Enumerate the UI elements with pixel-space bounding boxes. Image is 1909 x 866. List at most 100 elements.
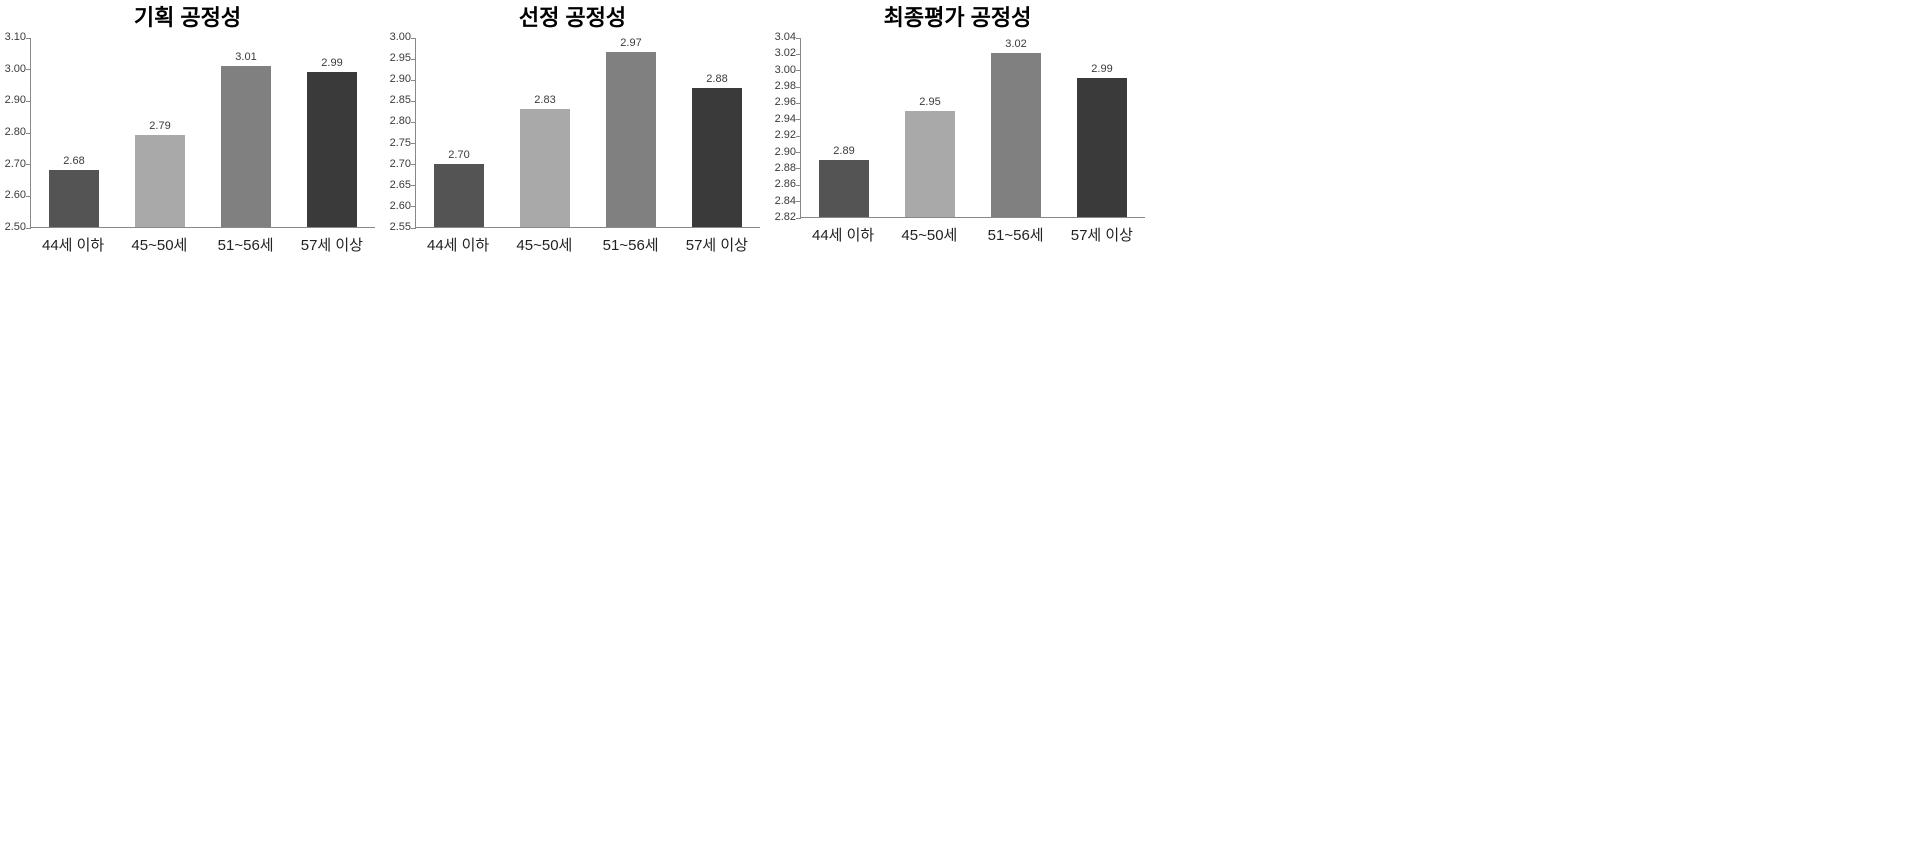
bar-value-label: 2.83: [534, 95, 555, 106]
chart-body: 3.103.002.902.802.702.602.502.682.793.01…: [0, 38, 375, 255]
y-tick-label: 2.86: [775, 179, 796, 190]
chart-selection-fairness: 선정 공정성 3.00 2.95 2.90 2.85 2.80 2.75 2.70 2.65 2.…: [385, 0, 760, 255]
bar-value-label: 2.89: [833, 146, 854, 157]
bar-slot: 2.99: [1059, 38, 1145, 217]
bar: [221, 66, 271, 228]
bar-slot: 2.97: [588, 38, 674, 227]
bar-slot: 2.79: [117, 38, 203, 227]
bar-slot: 2.70: [416, 38, 502, 227]
y-tick-label: 2.88: [775, 163, 796, 174]
y-tick-label: 2.65: [390, 180, 411, 191]
y-tick-label: 2.80: [390, 116, 411, 127]
bar: [905, 111, 955, 217]
bar: [606, 52, 656, 227]
plot-area: 2.68 2.79 3.01 2.99: [30, 38, 375, 228]
bar-value-label: 2.79: [149, 121, 170, 132]
y-tick-mark: [796, 218, 801, 219]
bar-value-label: 2.99: [321, 58, 342, 69]
y-axis: 3.002.952.902.852.802.752.702.652.602.55: [385, 38, 415, 228]
chart-body: 3.043.023.002.982.962.942.922.902.882.86…: [770, 38, 1145, 245]
bar: [434, 164, 484, 227]
bar-slot: 2.68: [31, 38, 117, 227]
x-axis-labels: 44세 이하45~50세51~56세57세 이상: [30, 234, 375, 255]
bar-slot: 2.95: [887, 38, 973, 217]
chart-planning-fairness: 기획 공정성3.103.002.902.802.702.602.502.682.…: [0, 0, 375, 255]
y-tick-label: 2.85: [390, 95, 411, 106]
bar: [692, 88, 742, 227]
x-label: 51~56세: [973, 224, 1059, 245]
y-tick-label: 2.50: [5, 222, 26, 233]
x-label: 51~56세: [588, 234, 674, 255]
chart-title: 기획 공정성: [134, 0, 241, 32]
x-label: 45~50세: [501, 234, 587, 255]
bar-value-label: 2.70: [448, 150, 469, 161]
bar: [49, 170, 99, 227]
plot-area: 2.89 2.95 3.02 2.99: [800, 38, 1145, 218]
y-tick-label: 2.95: [390, 53, 411, 64]
plot-area: 2.70 2.83 2.97 2.88: [415, 38, 760, 228]
bar: [819, 160, 869, 217]
bar-value-label: 2.95: [919, 97, 940, 108]
bar: [520, 109, 570, 227]
chart-body: 3.002.952.902.852.802.752.702.652.602.55…: [385, 38, 760, 255]
y-tick-label: 3.02: [775, 48, 796, 59]
bar: [307, 72, 357, 227]
y-tick-label: 3.00: [775, 65, 796, 76]
page: 기획 공정성3.103.002.902.802.702.602.502.682.…: [0, 0, 1909, 866]
y-tick-label: 3.04: [775, 32, 796, 43]
y-tick-label: 2.84: [775, 196, 796, 207]
bar-slot: 2.99: [289, 38, 375, 227]
plot-wrap: 2.70 2.83 2.97 2.88 44세 이하45~50세51~56세57세 이상: [415, 38, 760, 255]
y-tick-label: 2.75: [390, 138, 411, 149]
x-label: 51~56세: [203, 234, 289, 255]
bar-slot: 2.88: [674, 38, 760, 227]
plot-wrap: 2.68 2.79 3.01 2.99 44세 이하45~50세51~56세57세 이상: [30, 38, 375, 255]
y-tick-label: 2.98: [775, 81, 796, 92]
chart-final-eval-fairness: 최종평가 공정성3.043.023.002.982.962.942.922.90…: [770, 0, 1145, 245]
y-tick-label: 2.60: [5, 190, 26, 201]
bar: [135, 135, 185, 227]
x-label: 45~50세: [116, 234, 202, 255]
y-tick-label: 2.90: [5, 95, 26, 106]
y-tick-label: 2.60: [390, 201, 411, 212]
bar-slot: 3.01: [203, 38, 289, 227]
bar: [991, 53, 1041, 217]
bar-value-label: 2.88: [706, 74, 727, 85]
bar: [1077, 78, 1127, 217]
y-tick-label: 3.00: [5, 64, 26, 75]
y-tick-label: 2.94: [775, 114, 796, 125]
y-axis: 3.043.023.002.982.962.942.922.902.882.86…: [770, 38, 800, 218]
y-tick-label: 2.82: [775, 212, 796, 223]
y-tick-label: 2.55: [390, 222, 411, 233]
y-tick-label: 2.96: [775, 97, 796, 108]
bar-slot: 2.89: [801, 38, 887, 217]
chart-title: 선정 공정성: [519, 0, 626, 32]
x-label: 44세 이하: [415, 234, 501, 255]
x-label: 57세 이상: [674, 234, 760, 255]
charts-row: 기획 공정성3.103.002.902.802.702.602.502.682.…: [0, 0, 1909, 255]
x-label: 44세 이하: [800, 224, 886, 245]
bar-value-label: 2.97: [620, 38, 641, 49]
bar-value-label: 3.01: [235, 52, 256, 63]
x-axis-labels: 44세 이하45~50세51~56세57세 이상: [800, 224, 1145, 245]
bar-value-label: 2.68: [63, 156, 84, 167]
x-label: 57세 이상: [289, 234, 375, 255]
x-axis-labels: 44세 이하45~50세51~56세57세 이상: [415, 234, 760, 255]
bar-slot: 3.02: [973, 38, 1059, 217]
y-tick-label: 2.90: [775, 147, 796, 158]
y-tick-label: 2.70: [5, 159, 26, 170]
y-tick-label: 3.10: [5, 32, 26, 43]
y-tick-label: 2.70: [390, 159, 411, 170]
bar-value-label: 2.99: [1091, 64, 1112, 75]
x-label: 44세 이하: [30, 234, 116, 255]
y-tick-label: 2.92: [775, 130, 796, 141]
y-tick-mark: [26, 228, 31, 229]
y-tick-label: 2.90: [390, 74, 411, 85]
y-tick-mark: [411, 228, 416, 229]
x-label: 45~50세: [886, 224, 972, 245]
bar-slot: 2.83: [502, 38, 588, 227]
plot-wrap: 2.89 2.95 3.02 2.99 44세 이하45~50세51~56세57세 이상: [800, 38, 1145, 245]
y-tick-label: 2.80: [5, 127, 26, 138]
bar-value-label: 3.02: [1005, 39, 1026, 50]
y-tick-label: 3.00: [390, 32, 411, 43]
